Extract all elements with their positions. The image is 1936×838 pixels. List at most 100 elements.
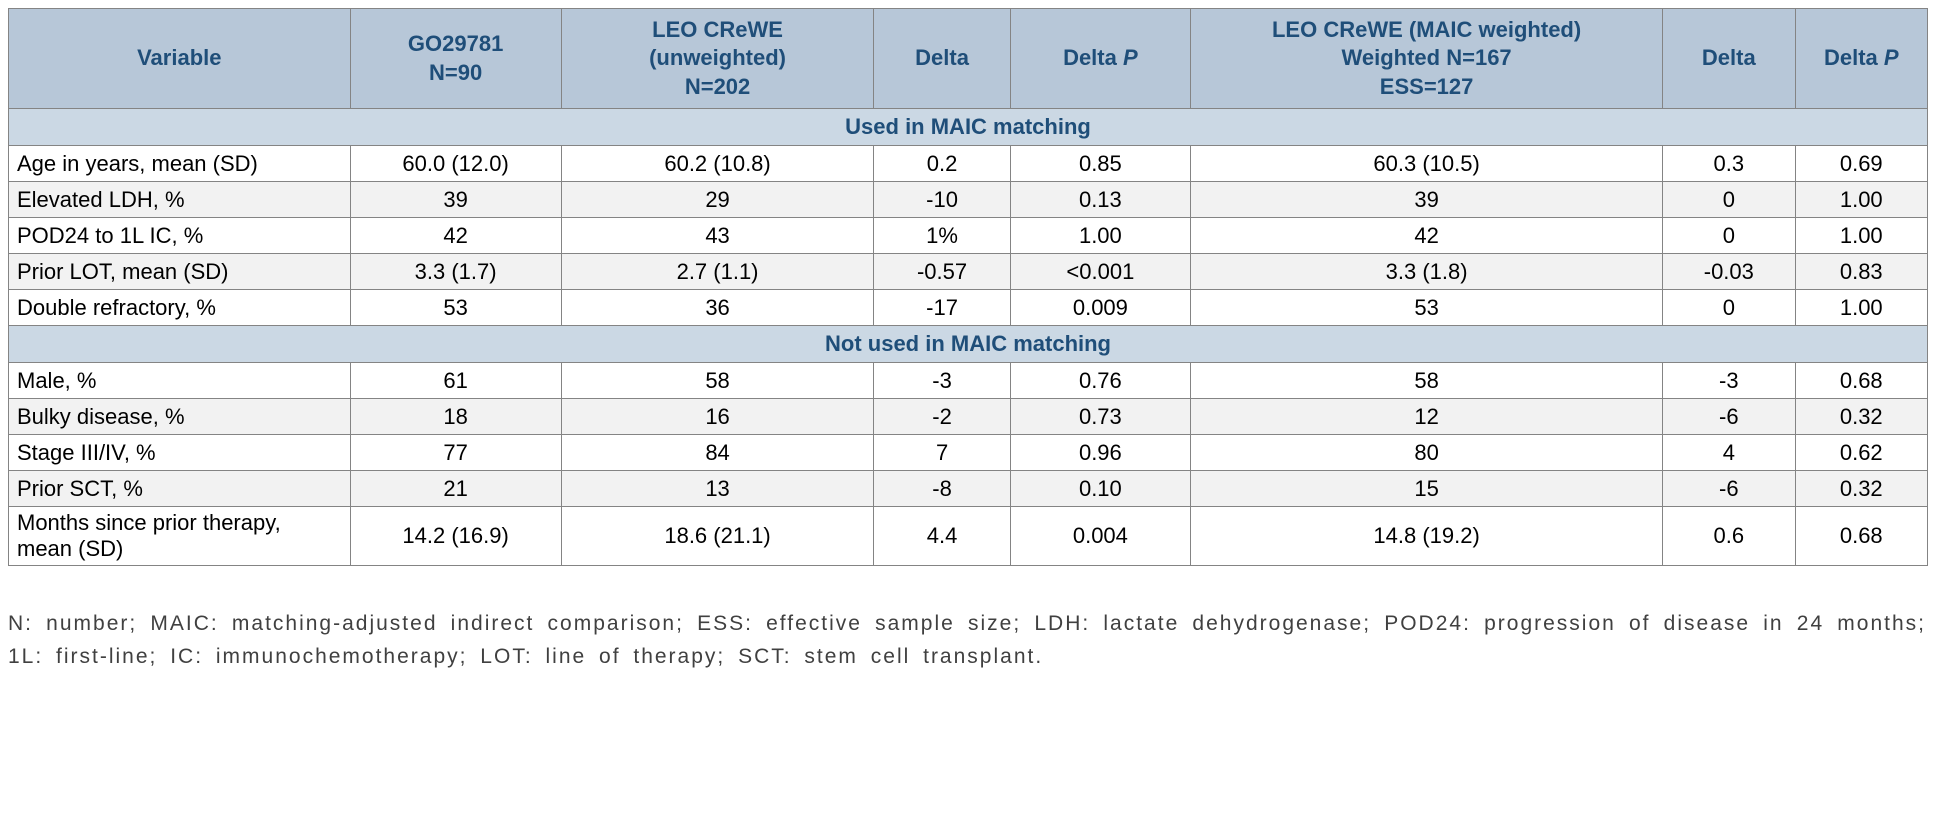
value-cell: 0.69	[1794, 145, 1929, 182]
value-cell: 13	[560, 470, 875, 507]
value-cell: 0.73	[1009, 398, 1192, 435]
abbreviations-footnote: N: number; MAIC: matching-adjusted indir…	[8, 612, 1926, 668]
value-cell: 18	[349, 398, 562, 435]
value-cell: 0	[1662, 289, 1796, 326]
table-row: Prior SCT, % 21 13 -8 0.10 15 -6 0.32	[8, 470, 1929, 507]
value-cell: 0.76	[1009, 362, 1192, 399]
table-row: Stage III/IV, % 77 84 7 0.96 80 4 0.62	[8, 434, 1929, 471]
value-cell: 14.8 (19.2)	[1190, 506, 1664, 566]
variable-cell: POD24 to 1L IC, %	[8, 217, 351, 254]
value-cell: 0.10	[1009, 470, 1192, 507]
value-cell: 14.2 (16.9)	[349, 506, 562, 566]
value-cell: 61	[349, 362, 562, 399]
value-cell: 0.004	[1009, 506, 1192, 566]
value-cell: 60.0 (12.0)	[349, 145, 562, 182]
value-cell: 0.32	[1794, 470, 1929, 507]
column-header-1: GO29781 N=90	[349, 8, 562, 109]
column-header-6: Delta	[1662, 8, 1796, 109]
value-cell: 3.3 (1.8)	[1190, 253, 1664, 290]
variable-cell: Stage III/IV, %	[8, 434, 351, 471]
value-cell: -17	[873, 289, 1011, 326]
value-cell: -2	[873, 398, 1011, 435]
section-row-0: Used in MAIC matching	[8, 108, 1928, 146]
value-cell: 1.00	[1009, 217, 1192, 254]
value-cell: 1.00	[1794, 181, 1929, 218]
italic-p: P	[1883, 45, 1899, 71]
column-header-2: LEO CReWE (unweighted) N=202	[560, 8, 875, 109]
value-cell: 0.2	[873, 145, 1011, 182]
value-cell: 21	[349, 470, 562, 507]
value-cell: -0.57	[873, 253, 1011, 290]
section-title: Used in MAIC matching	[8, 108, 1928, 146]
table-row: Double refractory, % 53 36 -17 0.009 53 0 1.00	[8, 289, 1929, 326]
value-cell: 80	[1190, 434, 1664, 471]
value-cell: 0	[1662, 217, 1796, 254]
variable-cell: Prior SCT, %	[8, 470, 351, 507]
value-cell: -3	[1662, 362, 1796, 399]
value-cell: -6	[1662, 398, 1796, 435]
column-header-0: Variable	[8, 8, 351, 109]
value-cell: 1.00	[1794, 289, 1929, 326]
value-cell: 0.96	[1009, 434, 1192, 471]
value-cell: 3.3 (1.7)	[349, 253, 562, 290]
value-cell: 60.3 (10.5)	[1190, 145, 1664, 182]
section-title: Not used in MAIC matching	[8, 325, 1928, 363]
value-cell: 15	[1190, 470, 1664, 507]
table-header-row: Variable GO29781 N=90 LEO CReWE (unweighted)…	[8, 8, 1929, 109]
value-cell: 39	[349, 181, 562, 218]
value-cell: 84	[560, 434, 875, 471]
value-cell: 0.009	[1009, 289, 1192, 326]
variable-cell: Months since prior therapy, mean (SD)	[8, 506, 351, 566]
table-row: Age in years, mean (SD) 60.0 (12.0) 60.2 (…	[8, 145, 1929, 182]
value-cell: 1%	[873, 217, 1011, 254]
value-cell: 0	[1662, 181, 1796, 218]
variable-cell: Male, %	[8, 362, 351, 399]
table-row: Male, % 61 58 -3 0.76 58 -3 0.68	[8, 362, 1929, 399]
value-cell: 18.6 (21.1)	[560, 506, 875, 566]
column-header-3: Delta	[873, 8, 1011, 109]
column-header-5: LEO CReWE (MAIC weighted) Weighted N=167 E…	[1190, 8, 1664, 109]
table-row: Elevated LDH, % 39 29 -10 0.13 39 0 1.00	[8, 181, 1929, 218]
variable-cell: Age in years, mean (SD)	[8, 145, 351, 182]
value-cell: 77	[349, 434, 562, 471]
value-cell: <0.001	[1009, 253, 1192, 290]
column-header-4: Delta P	[1009, 8, 1192, 109]
value-cell: 0.62	[1794, 434, 1929, 471]
value-cell: -6	[1662, 470, 1796, 507]
value-cell: 4.4	[873, 506, 1011, 566]
value-cell: -10	[873, 181, 1011, 218]
italic-p: P	[1122, 45, 1138, 71]
value-cell: 53	[349, 289, 562, 326]
value-cell: -0.03	[1662, 253, 1796, 290]
value-cell: 36	[560, 289, 875, 326]
section-row-1: Not used in MAIC matching	[8, 325, 1928, 363]
value-cell: 0.68	[1794, 506, 1929, 566]
header-row: Variable GO29781 N=90 LEO CReWE (unweighted)…	[8, 8, 1929, 109]
value-cell: 2.7 (1.1)	[560, 253, 875, 290]
value-cell: 4	[1662, 434, 1796, 471]
value-cell: -3	[873, 362, 1011, 399]
value-cell: 12	[1190, 398, 1664, 435]
value-cell: 39	[1190, 181, 1664, 218]
value-cell: 16	[560, 398, 875, 435]
table-row: Months since prior therapy, mean (SD) 14.…	[8, 506, 1929, 566]
value-cell: 42	[349, 217, 562, 254]
table-row: Bulky disease, % 18 16 -2 0.73 12 -6 0.32	[8, 398, 1929, 435]
value-cell: 58	[1190, 362, 1664, 399]
value-cell: 60.2 (10.8)	[560, 145, 875, 182]
value-cell: 53	[1190, 289, 1664, 326]
variable-cell: Bulky disease, %	[8, 398, 351, 435]
value-cell: 29	[560, 181, 875, 218]
table-row: POD24 to 1L IC, % 42 43 1% 1.00 42 0 1.00	[8, 217, 1929, 254]
value-cell: 0.68	[1794, 362, 1929, 399]
value-cell: 58	[560, 362, 875, 399]
value-cell: 1.00	[1794, 217, 1929, 254]
value-cell: 7	[873, 434, 1011, 471]
value-cell: 0.3	[1662, 145, 1796, 182]
variable-cell: Elevated LDH, %	[8, 181, 351, 218]
value-cell: 0.32	[1794, 398, 1929, 435]
value-cell: 0.13	[1009, 181, 1192, 218]
page: Variable GO29781 N=90 LEO CReWE (unweighted)…	[8, 8, 1929, 668]
variable-cell: Prior LOT, mean (SD)	[8, 253, 351, 290]
value-cell: 43	[560, 217, 875, 254]
